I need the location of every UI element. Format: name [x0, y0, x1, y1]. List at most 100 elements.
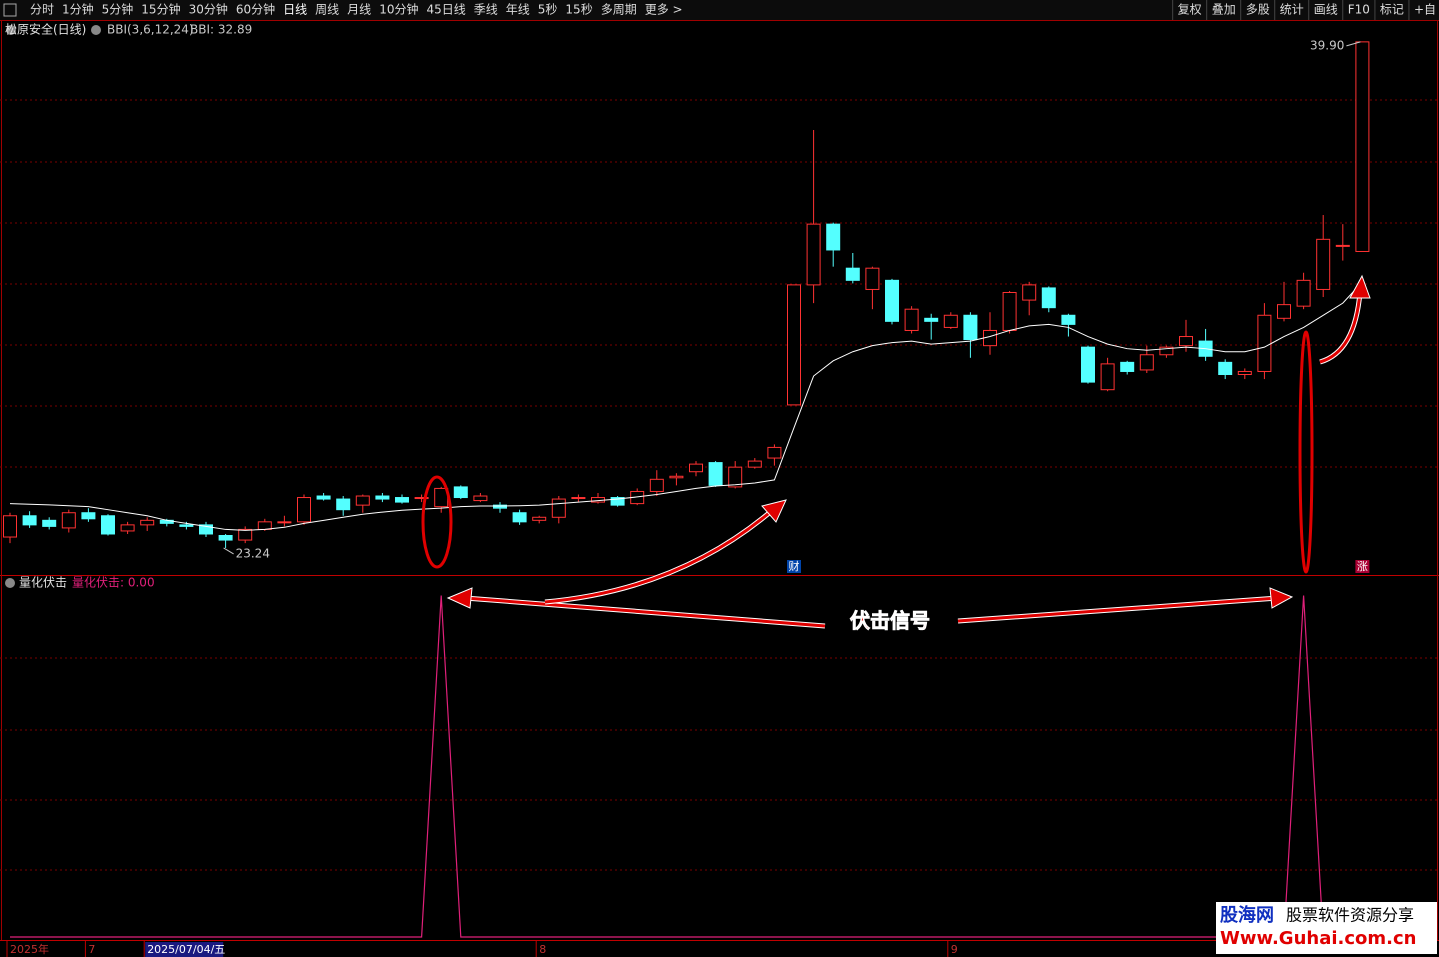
toolbar-item[interactable]: 更多 >: [645, 3, 683, 17]
x-tick-label: 2025年: [10, 942, 49, 956]
toolbar-item[interactable]: 复权: [1178, 3, 1202, 17]
toolbar-item[interactable]: 分时: [30, 3, 54, 17]
watermark-slogan: 股票软件资源分享: [1286, 906, 1414, 925]
toolbar-item[interactable]: 年线: [506, 3, 530, 17]
toolbar-item[interactable]: 5分钟: [102, 2, 134, 17]
candle-body: [1335, 244, 1350, 247]
x-tick-label: 9: [951, 943, 958, 956]
candle-body: [571, 497, 586, 500]
candle-body: [826, 223, 841, 251]
annotations: [421, 274, 1371, 629]
candle-body: [1296, 279, 1311, 307]
candle-body: [1355, 41, 1370, 252]
toolbar-item[interactable]: 叠加: [1212, 3, 1236, 17]
event-marker: [787, 560, 801, 573]
annotation: 伏击信号: [850, 609, 930, 633]
toolbar-item[interactable]: 季线: [474, 3, 498, 17]
candle-body: [1120, 361, 1135, 372]
candle-body: [395, 497, 409, 503]
low-pointer: [223, 547, 234, 555]
candle-body: [885, 279, 899, 322]
candle-body: [689, 463, 703, 473]
toolbar-item[interactable]: 多周期: [601, 3, 637, 17]
candle-body: [943, 314, 958, 328]
candle-body: [316, 495, 331, 500]
candle-body: [1159, 346, 1174, 356]
candle-body: [904, 308, 919, 331]
toolbar-item[interactable]: 15秒: [565, 3, 592, 17]
watermark-brand: 股海网: [1219, 904, 1274, 926]
toolbar-item[interactable]: +自: [1414, 3, 1436, 17]
event-label: 涨: [1357, 560, 1368, 573]
toolbar-item[interactable]: 15分钟: [141, 2, 180, 17]
candle-body: [42, 519, 57, 527]
toolbar-item[interactable]: 月线: [347, 3, 371, 17]
candle-body: [297, 497, 311, 523]
toolbar-item[interactable]: 60分钟: [236, 2, 275, 17]
toolbar-item[interactable]: 5秒: [538, 3, 558, 17]
candle-body: [414, 497, 429, 500]
candle-body: [747, 460, 762, 468]
event-marker: [1355, 560, 1370, 573]
sub-value: 量化伏击: 0.00: [72, 576, 155, 590]
toolbar-item[interactable]: 统计: [1280, 3, 1304, 17]
watermark-bg: [1216, 902, 1437, 954]
toolbar-bg: [0, 0, 1439, 20]
candle-body: [669, 475, 684, 479]
candle-body: [963, 314, 978, 341]
candle-body: [767, 446, 782, 459]
candle-body: [1061, 314, 1076, 325]
high-label: 39.90: [1310, 38, 1344, 52]
high-pointer: [1346, 41, 1361, 47]
candle-body: [806, 223, 821, 286]
candle-body: [512, 512, 527, 523]
toggle: [5, 578, 15, 588]
candle-body: [1100, 363, 1115, 391]
candle-body: [61, 512, 76, 529]
watermark-url: Www.Guhai.com.cn: [1220, 928, 1416, 949]
candle-body: [1179, 336, 1193, 347]
candle-body: [120, 524, 135, 532]
sub-name: 量化伏击: [19, 576, 67, 590]
toolbar-item[interactable]: 1分钟: [62, 2, 94, 17]
candle-body: [22, 515, 37, 526]
toolbar: 分时 1分钟 5分钟 15分钟 30分钟 60分钟 日线 周线 月线 10分钟 45日线 季线 年线 5秒…: [30, 0, 1436, 20]
candle-body: [277, 521, 292, 524]
candle-body: [179, 524, 194, 527]
candle-body: [238, 528, 253, 541]
candle-body: [140, 519, 155, 526]
candle-body: [1022, 284, 1037, 301]
toolbar-item[interactable]: 标记: [1380, 3, 1404, 17]
candle-body: [1257, 314, 1272, 372]
low-label: 23.24: [236, 546, 270, 560]
candle-body: [1277, 304, 1291, 319]
toggle: [6, 25, 16, 35]
toolbar-item[interactable]: F10: [1348, 3, 1370, 17]
candle-body: [532, 516, 547, 521]
candle-body: [787, 284, 801, 406]
candle-body: [375, 495, 390, 500]
toolbar-item[interactable]: 30分钟: [189, 2, 228, 17]
toolbar-item[interactable]: 周线: [315, 3, 339, 17]
candle-body: [3, 515, 17, 538]
toolbar-item[interactable]: 画线: [1314, 3, 1338, 17]
x-tick-label: 2025/07/04/五: [147, 943, 225, 956]
candle-body: [453, 486, 468, 499]
candle-body: [1081, 346, 1095, 383]
candle-body: [257, 521, 272, 530]
candle-body: [336, 498, 351, 511]
x-tick-label: 7: [88, 943, 95, 956]
candle-body: [493, 504, 507, 509]
candle-body: [845, 267, 860, 281]
stock-title: 松原安全(日线): [5, 22, 86, 37]
plot: 39.90 23.24 财 涨 2025年 7 2025/07/04/五 8 9: [3, 38, 1370, 957]
candle-body: [708, 462, 723, 486]
toolbar-item[interactable]: 10分钟: [379, 2, 418, 17]
candle-body: [551, 498, 566, 518]
toolbar-item[interactable]: 45日线: [426, 3, 465, 17]
toggle: [91, 25, 101, 35]
candle-body: [218, 535, 233, 541]
toolbar-item[interactable]: 多股: [1246, 3, 1270, 17]
candle-body: [101, 515, 115, 535]
toolbar-item[interactable]: 日线: [283, 3, 307, 17]
